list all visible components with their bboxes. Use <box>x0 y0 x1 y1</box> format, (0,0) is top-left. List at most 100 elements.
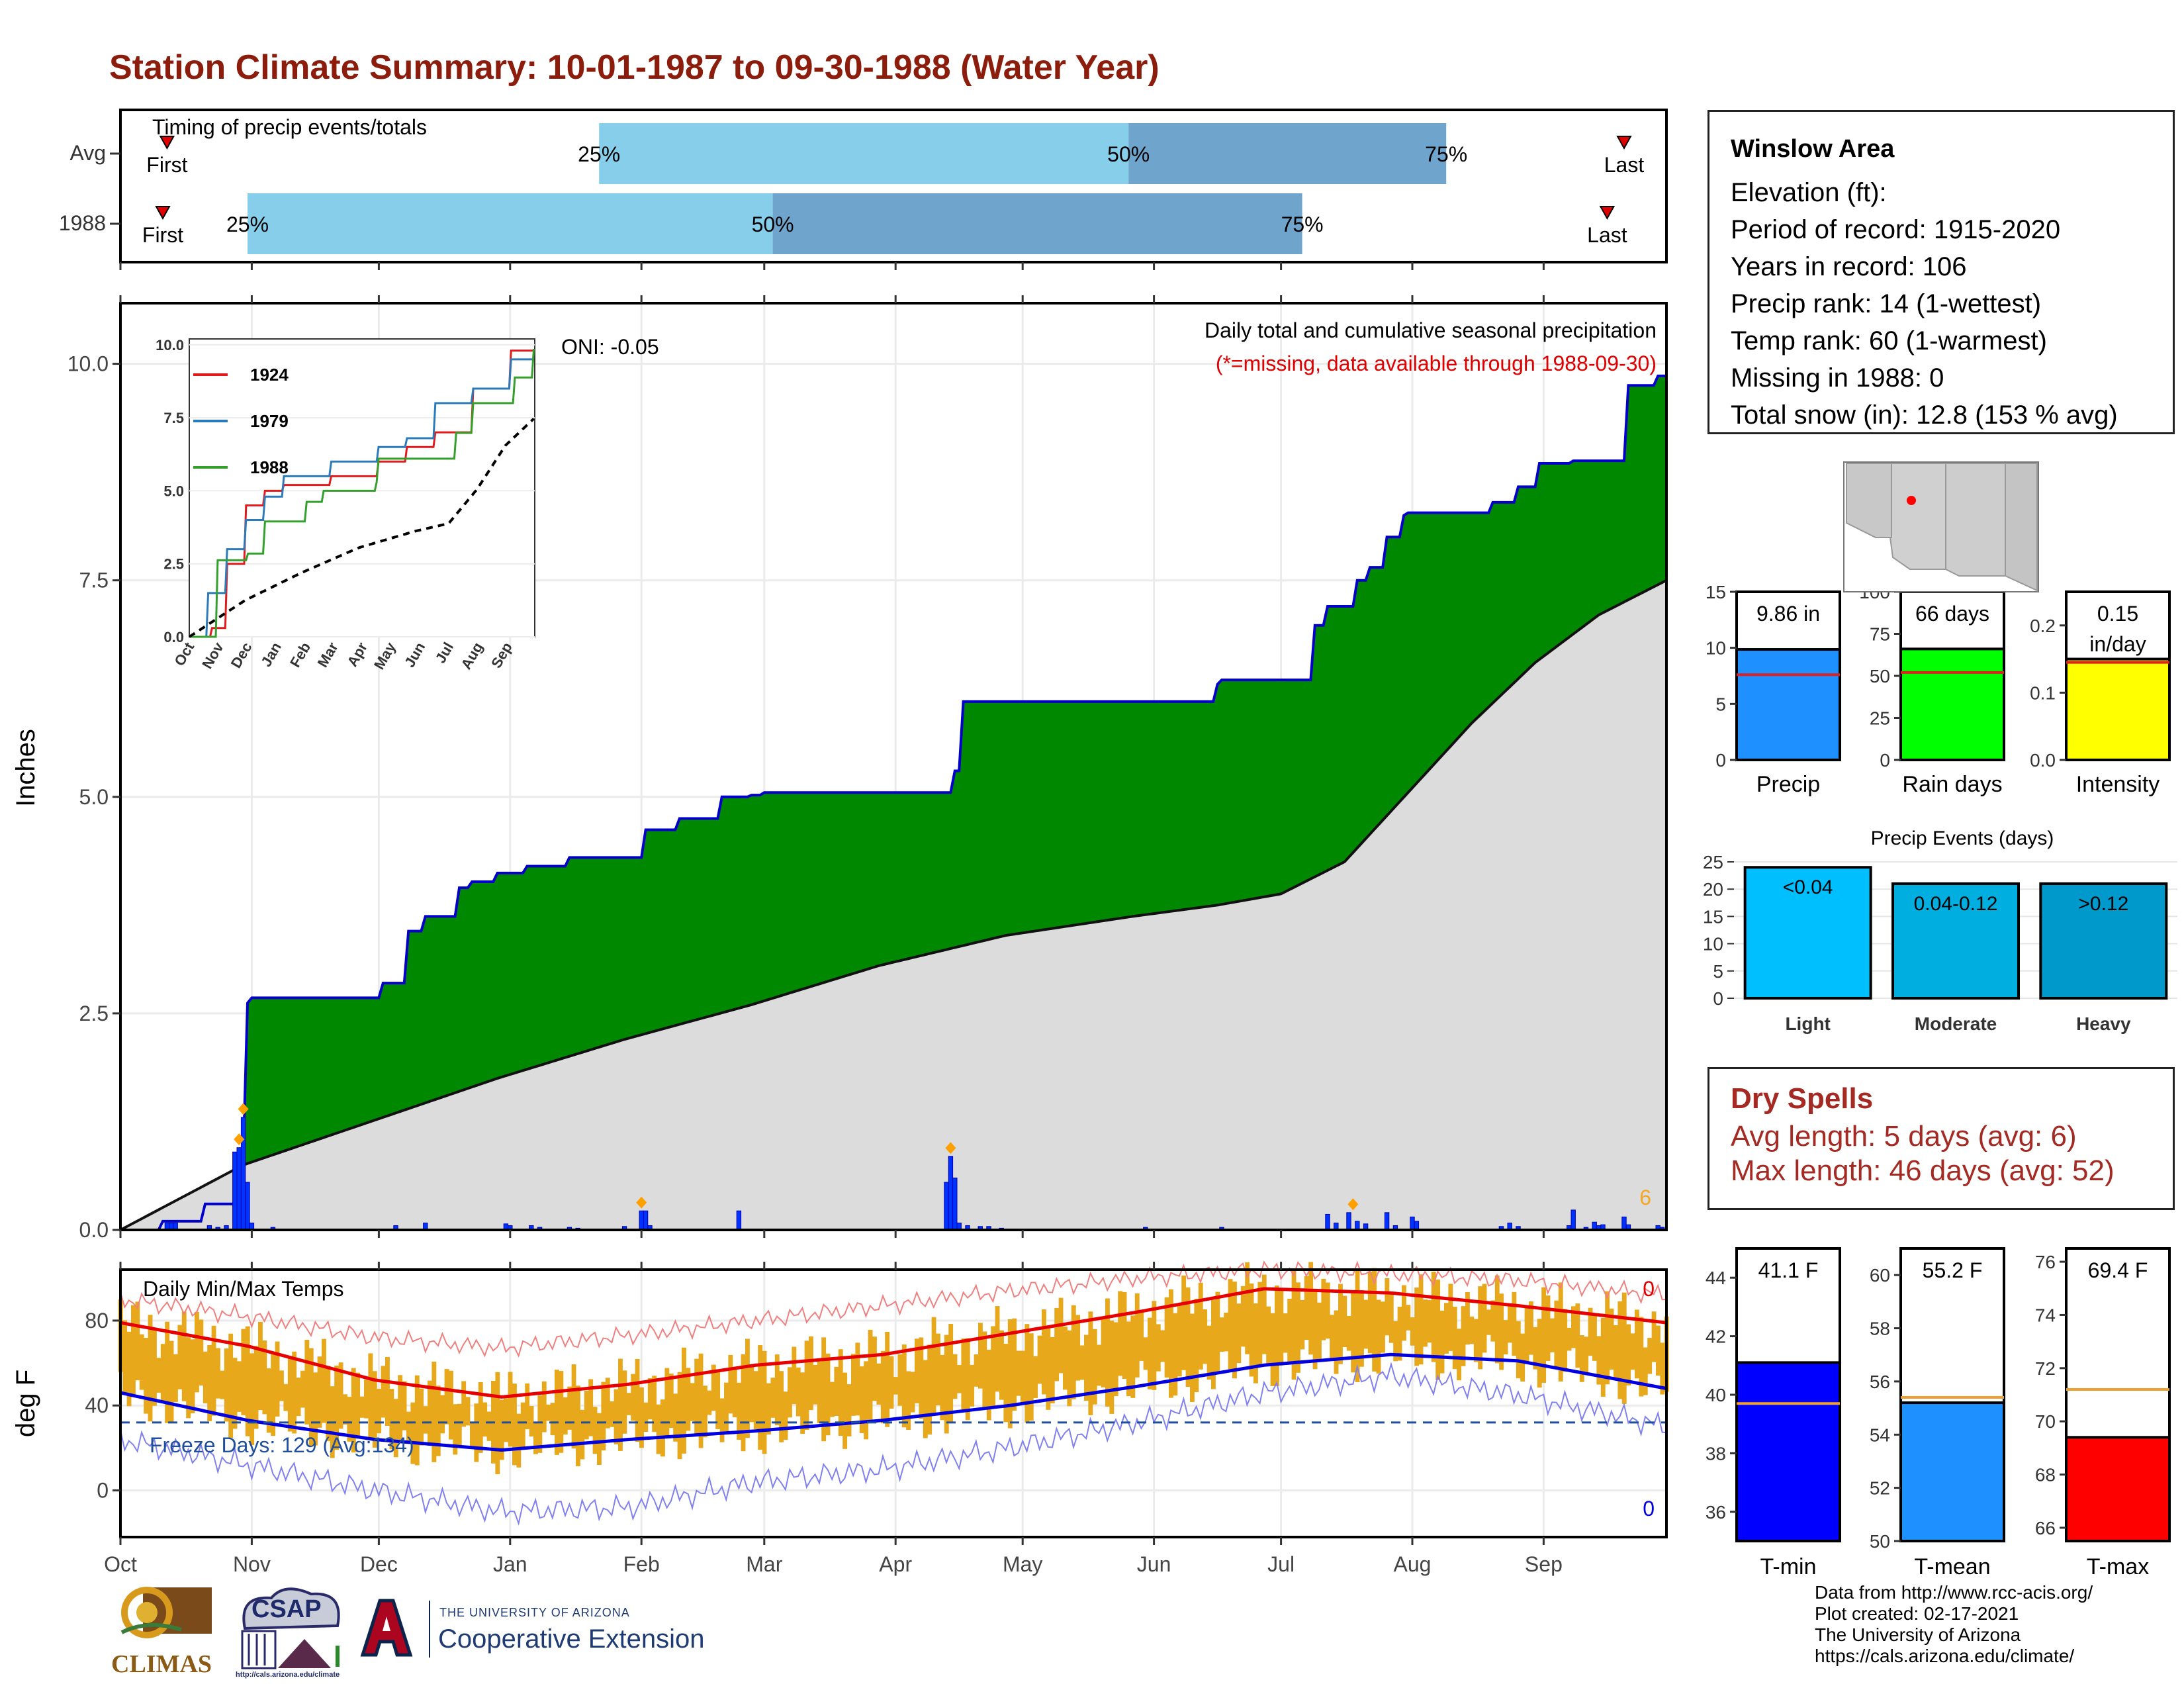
daily-temp-range-bar <box>1444 1303 1449 1354</box>
timing-label-75: 75% <box>1281 212 1324 236</box>
daily-temp-range-bar <box>1363 1299 1369 1349</box>
mini-bar-y-tick-label: 42 <box>1706 1327 1726 1347</box>
daily-temp-range-bar <box>1304 1276 1309 1340</box>
daily-temp-range-bar <box>555 1370 559 1455</box>
daily-temp-range-bar <box>1203 1309 1208 1364</box>
station-precip-rank: Precip rank: 14 (1-wettest) <box>1731 289 2042 318</box>
station-years: Years in record: 106 <box>1731 252 1967 281</box>
daily-temp-range-bar <box>169 1340 174 1423</box>
daily-temp-range-bar <box>851 1354 856 1416</box>
daily-temp-range-bar <box>1148 1317 1152 1389</box>
precip-y-tick-label: 10.0 <box>68 352 109 376</box>
daily-temp-range-bar <box>1033 1356 1038 1398</box>
daily-temp-range-bar <box>1279 1288 1284 1366</box>
daily-temp-range-bar <box>126 1331 132 1407</box>
daily-temp-range-bar <box>889 1356 894 1409</box>
climas-emblem <box>120 1587 212 1638</box>
daily-temp-range-bar <box>1579 1335 1584 1382</box>
daily-precip-bar <box>1570 1209 1576 1231</box>
daily-temp-range-bar <box>351 1368 356 1453</box>
daily-precip-bar <box>948 1156 954 1231</box>
last-event-marker <box>1599 206 1615 220</box>
daily-temp-range-bar <box>1118 1291 1123 1376</box>
daily-temp-range-bar <box>1376 1299 1381 1374</box>
daily-temp-range-bar <box>643 1402 649 1432</box>
daily-temp-range-bar <box>486 1411 492 1441</box>
mini-bar-value <box>1735 648 1841 762</box>
temp-panel: 0 40 80 deg F Daily Min/Max Temps Freeze D… <box>11 1260 1669 1576</box>
daily-temp-range-bar <box>1465 1291 1470 1345</box>
daily-temp-range-bar <box>682 1347 686 1454</box>
daily-temp-range-bar <box>885 1331 890 1427</box>
daily-temp-range-bar <box>1028 1333 1034 1421</box>
daily-temp-range-bar <box>300 1370 305 1408</box>
mini-bar-chart: 36 38 40 42 44 41.1 F T-min <box>1706 1247 1841 1579</box>
record-min-line <box>120 1362 1667 1526</box>
events-category-label: Heavy <box>2076 1013 2131 1034</box>
station-period: Period of record: 1915-2020 <box>1731 215 2061 244</box>
daily-temp-range-bar <box>1381 1301 1385 1353</box>
daily-temp-range-bar <box>936 1333 940 1405</box>
station-missing: Missing in 1988: 0 <box>1731 363 1944 393</box>
daily-precip-bar <box>245 1182 250 1231</box>
daily-temp-range-bar <box>897 1354 903 1406</box>
daily-temp-range-bar <box>1097 1344 1102 1386</box>
daily-temp-range-bar <box>1406 1305 1411 1331</box>
timing-bar-25-50 <box>248 193 773 254</box>
daily-temp-range-bar <box>525 1383 530 1430</box>
map-region-nm <box>1945 463 2006 577</box>
daily-temp-range-bar <box>576 1385 580 1467</box>
mini-bar-y-tick-label: 56 <box>1870 1372 1890 1392</box>
daily-temp-range-bar <box>1457 1329 1462 1381</box>
daily-temp-range-bar <box>368 1353 373 1438</box>
mini-bar-value-label-line1: 0.15 <box>2097 602 2138 626</box>
daily-temp-range-bar <box>677 1372 682 1460</box>
daily-temp-range-bar <box>520 1402 525 1447</box>
daily-temp-range-bar <box>724 1382 729 1431</box>
mini-bar-y-tick-label: 68 <box>2035 1465 2056 1485</box>
daily-temp-range-bar <box>232 1358 238 1429</box>
precip-events-chart: Precip Events (days) 0 5 10 15 20 25 <0.04 Light… <box>1703 827 2177 1034</box>
daily-temp-range-bar <box>821 1337 827 1442</box>
daily-temp-range-bar <box>813 1364 818 1405</box>
daily-temp-range-bar <box>444 1369 449 1425</box>
daily-temp-range-bar <box>919 1337 924 1419</box>
daily-temp-range-bar <box>1635 1309 1639 1379</box>
daily-temp-range-bar <box>571 1364 576 1449</box>
daily-temp-range-bar <box>1651 1311 1657 1362</box>
mini-bar-y-tick-label: 38 <box>1706 1443 1726 1464</box>
mini-bar-value-label-line2: in/day <box>2089 632 2146 656</box>
daily-temp-range-bar <box>1152 1301 1157 1390</box>
daily-temp-range-bar <box>1563 1309 1568 1372</box>
daily-temp-range-bar <box>927 1344 933 1435</box>
precip-y-axis: 0.0 2.5 5.0 7.5 10.0 <box>68 295 1545 1242</box>
daily-temp-range-bar <box>800 1372 805 1434</box>
daily-temp-range-bar <box>241 1329 246 1415</box>
precip-subtitle: Daily total and cumulative seasonal prec… <box>1205 318 1657 342</box>
timing-panel: 25% 50% 75% First Last 25% 50% 75% First Last Tim… <box>59 109 1668 270</box>
summary-bars-bottom: 36 38 40 42 44 41.1 F T-min 50 52 54 56 58 60 55.2 F T… <box>1706 1247 2171 1579</box>
daily-temp-range-bar <box>1261 1274 1267 1354</box>
daily-temp-range-bar <box>1007 1319 1013 1429</box>
daily-temp-range-bar <box>474 1403 479 1462</box>
daily-precip-bar <box>1621 1216 1627 1231</box>
snow-day-marker <box>234 1133 245 1146</box>
daily-temp-range-bar <box>144 1337 149 1414</box>
daily-temp-range-bar <box>970 1364 975 1407</box>
daily-temp-range-bar <box>1626 1324 1631 1385</box>
daily-temp-range-bar <box>948 1323 954 1423</box>
daily-temp-range-bar <box>402 1381 407 1430</box>
daily-temp-range-bar <box>901 1344 907 1428</box>
daily-temp-range-bar <box>673 1393 678 1442</box>
daily-temp-range-bar <box>393 1399 398 1458</box>
daily-temp-range-bar <box>1113 1322 1118 1397</box>
daily-temp-range-bar <box>1164 1297 1169 1378</box>
month-axis: Oct Nov Dec Jan Feb Mar Apr May Jun Jul Aug Sep <box>104 1262 1563 1576</box>
daily-temp-range-bar <box>1224 1312 1229 1352</box>
mini-bar-value-label: 41.1 F <box>1758 1258 1819 1282</box>
daily-temp-range-bar <box>237 1361 242 1412</box>
average-cumulative-area <box>120 580 1666 1230</box>
events-y-tick-label: 25 <box>1703 852 1723 872</box>
map-region-az <box>1889 463 1946 570</box>
